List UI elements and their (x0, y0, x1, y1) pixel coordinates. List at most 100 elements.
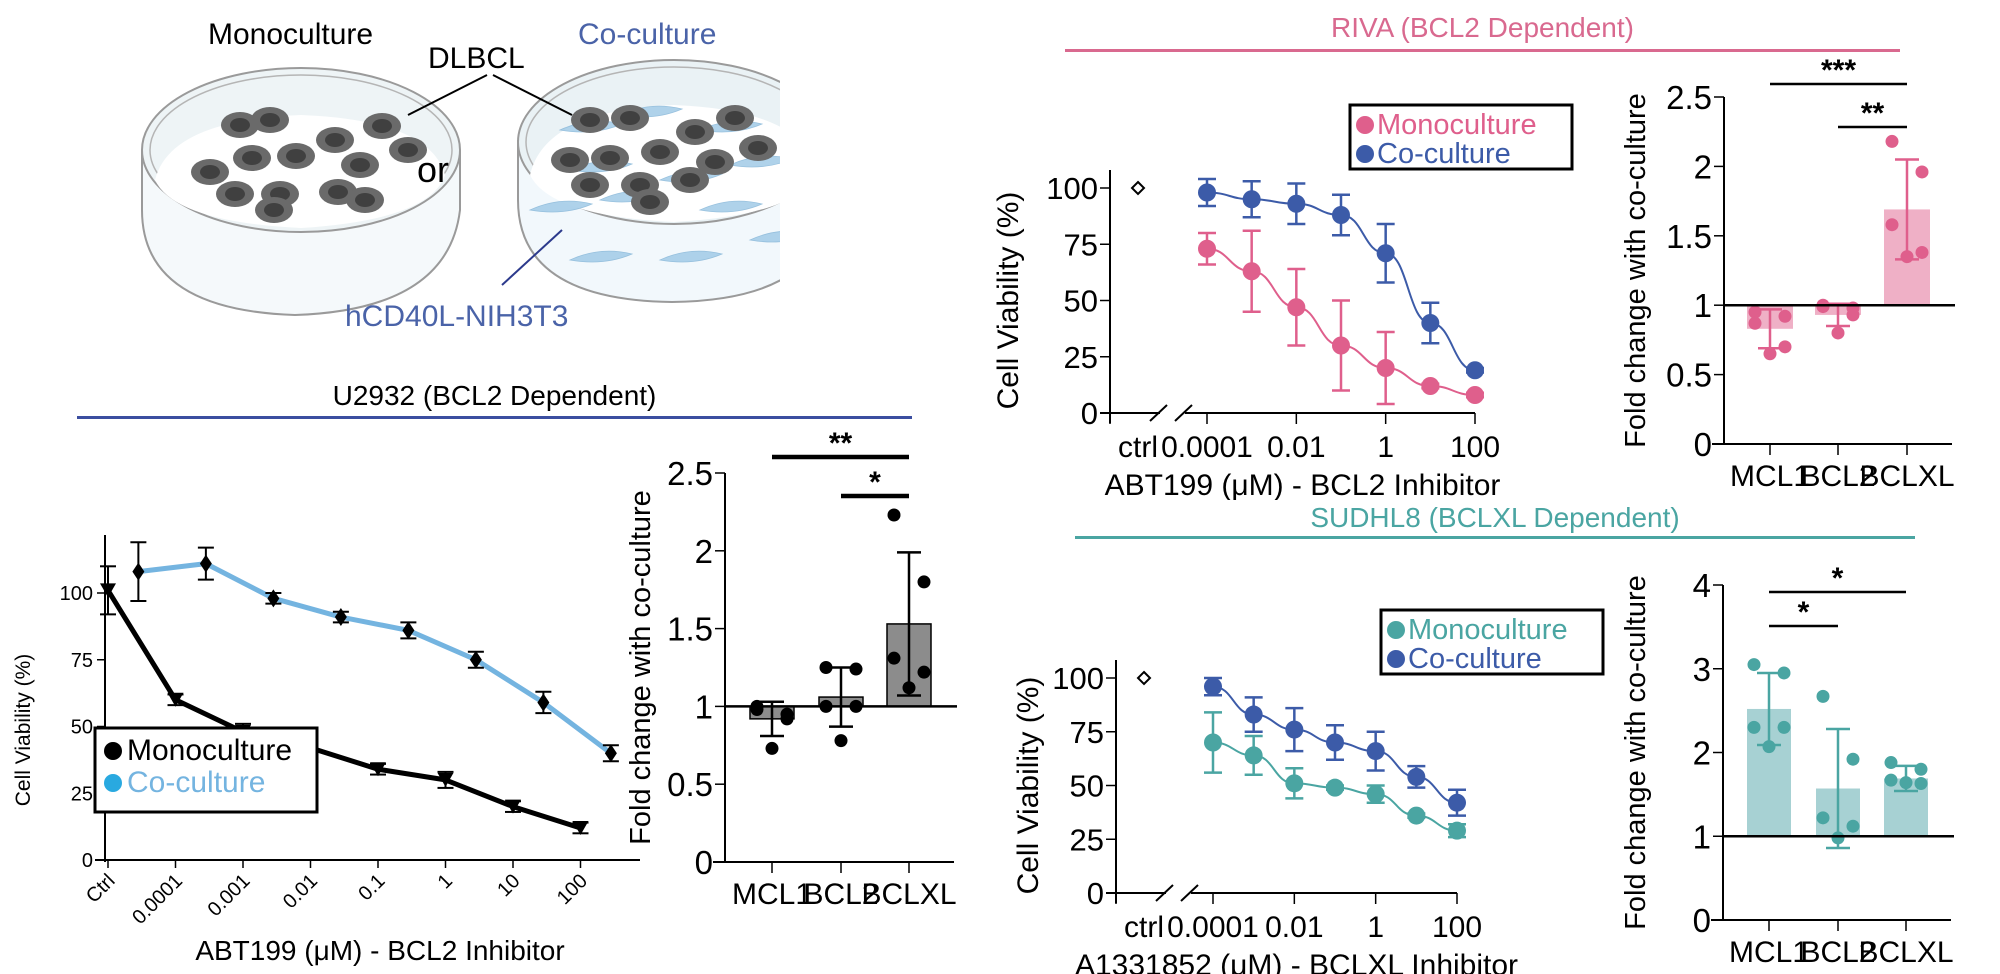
data-point (902, 681, 916, 695)
data-point (1242, 190, 1261, 209)
data-point (437, 772, 454, 787)
significance-label: * (1798, 596, 1810, 629)
dlbcl-pointer-left (407, 74, 488, 116)
u2932-panel-rule (77, 416, 912, 419)
data-point (537, 693, 550, 712)
x-tick-label: MCL1 (1729, 936, 1809, 969)
y-axis-label: Cell Viability (%) (12, 654, 35, 807)
data-point (1885, 218, 1899, 232)
cell-nucleus (286, 149, 306, 163)
dlbcl-label: DLBCL (428, 42, 525, 75)
stroma-label: hCD40L-NIH3T3 (345, 300, 569, 333)
data-point (1831, 831, 1845, 845)
cell-nucleus (350, 158, 370, 172)
data-point (1747, 720, 1761, 734)
u2932-viability-chart: 0 25 50 75 100 Ctrl 0.0001 0.001 0.01 0.1 1 10 100 Ce… (12, 535, 640, 966)
fibroblast-cell (698, 200, 764, 213)
y-tick-label: 75 (1064, 227, 1098, 262)
legend-box (1348, 103, 1574, 171)
y-tick-label: 1 (1694, 287, 1712, 324)
cell-nucleus (264, 203, 284, 217)
riva-viability-chart: 0 25 50 75 100 ctrl 0.0001 0.01 1 100 Cell Viabili… (992, 103, 1574, 500)
fibroblast-cell (528, 200, 594, 213)
data-point (1747, 658, 1761, 672)
cell-nucleus (600, 151, 620, 165)
y-tick-label: 25 (71, 783, 93, 805)
y-tick-label: 0 (1694, 426, 1712, 463)
y-tick-label: 2 (1694, 148, 1712, 185)
data-point (834, 734, 848, 748)
x-tick-label: BCLXL (861, 878, 956, 911)
data-point (1466, 386, 1484, 404)
x-tick-label: Ctrl (82, 870, 120, 908)
significance-label: ** (829, 427, 853, 460)
cell-nucleus (372, 119, 392, 133)
data-point (1816, 811, 1830, 825)
data-point (469, 650, 482, 669)
data-point (334, 608, 347, 627)
u2932-foldchange-chart: 0 0.5 1 1.5 2 2.5 Fold change with co-culture M… (625, 427, 957, 911)
series-line-co-culture (138, 561, 613, 756)
significance-label: *** (1821, 54, 1856, 87)
x-tick-label: BCL2 (1800, 936, 1875, 969)
x-tick-label: 100 (553, 870, 592, 909)
data-point (1198, 239, 1216, 258)
y-tick-label: 0 (695, 844, 713, 881)
data-point (1242, 262, 1261, 281)
x-tick-label: 0.01 (1267, 431, 1325, 464)
x-tick-label: 0.0001 (1161, 431, 1253, 464)
data-point (1407, 767, 1426, 786)
y-tick-label: 50 (1070, 769, 1104, 804)
data-point (1326, 778, 1344, 797)
data-point (1332, 336, 1350, 355)
data-point (1748, 316, 1762, 330)
legend-label: Monoculture (1408, 614, 1568, 646)
legend-marker (1387, 621, 1405, 639)
x-tick-label: 0.001 (204, 870, 255, 921)
x-tick-label: ctrl (1118, 431, 1158, 464)
riva-foldchange-chart: 0 0.5 1 1.5 2 2.5 Fold change with co-culture M… (1620, 54, 1955, 493)
coculture-dish (517, 59, 831, 304)
x-tick-label: 0.01 (279, 870, 322, 913)
data-point (780, 712, 794, 726)
x-tick-label: 0.0001 (128, 870, 187, 929)
data-point (505, 799, 521, 814)
data-point (1846, 752, 1860, 766)
x-tick-label: BCL2 (803, 878, 878, 911)
data-point (1831, 326, 1845, 340)
cell-nucleus (328, 185, 348, 199)
axis-break (1180, 884, 1199, 902)
data-point (1198, 183, 1216, 202)
data-point (1777, 666, 1791, 680)
data-point (765, 741, 779, 755)
data-point (1204, 733, 1222, 752)
data-point (1366, 785, 1385, 804)
riva-panel-rule (1065, 49, 1900, 52)
ctrl-point (1130, 180, 1146, 196)
x-axis-label: ABT199 (μM) - BCL2 Inhibitor (1105, 469, 1501, 500)
cell-nucleus (630, 178, 650, 192)
data-point (1915, 165, 1929, 179)
legend-label: Co-culture (127, 766, 265, 799)
y-tick-label: 2.5 (667, 455, 713, 492)
fibroblast-cell (568, 250, 634, 263)
legend-marker (1387, 650, 1405, 668)
y-tick-label: 75 (1070, 715, 1104, 750)
data-point (100, 583, 116, 598)
y-tick-label: 25 (1070, 822, 1104, 857)
x-tick-label: 1 (1377, 431, 1394, 464)
legend-label: Monoculture (1377, 109, 1537, 141)
data-point (1421, 377, 1440, 395)
data-point (1846, 819, 1860, 833)
data-point (917, 575, 931, 589)
sudhl8-panel-rule (1075, 536, 1915, 539)
x-tick-label: BCLXL (1858, 936, 1953, 969)
y-tick-label: 1 (1693, 818, 1711, 855)
legend-marker (1356, 116, 1374, 134)
data-point (1326, 733, 1344, 752)
cell-nucleus (748, 141, 768, 155)
data-point (1762, 740, 1776, 754)
